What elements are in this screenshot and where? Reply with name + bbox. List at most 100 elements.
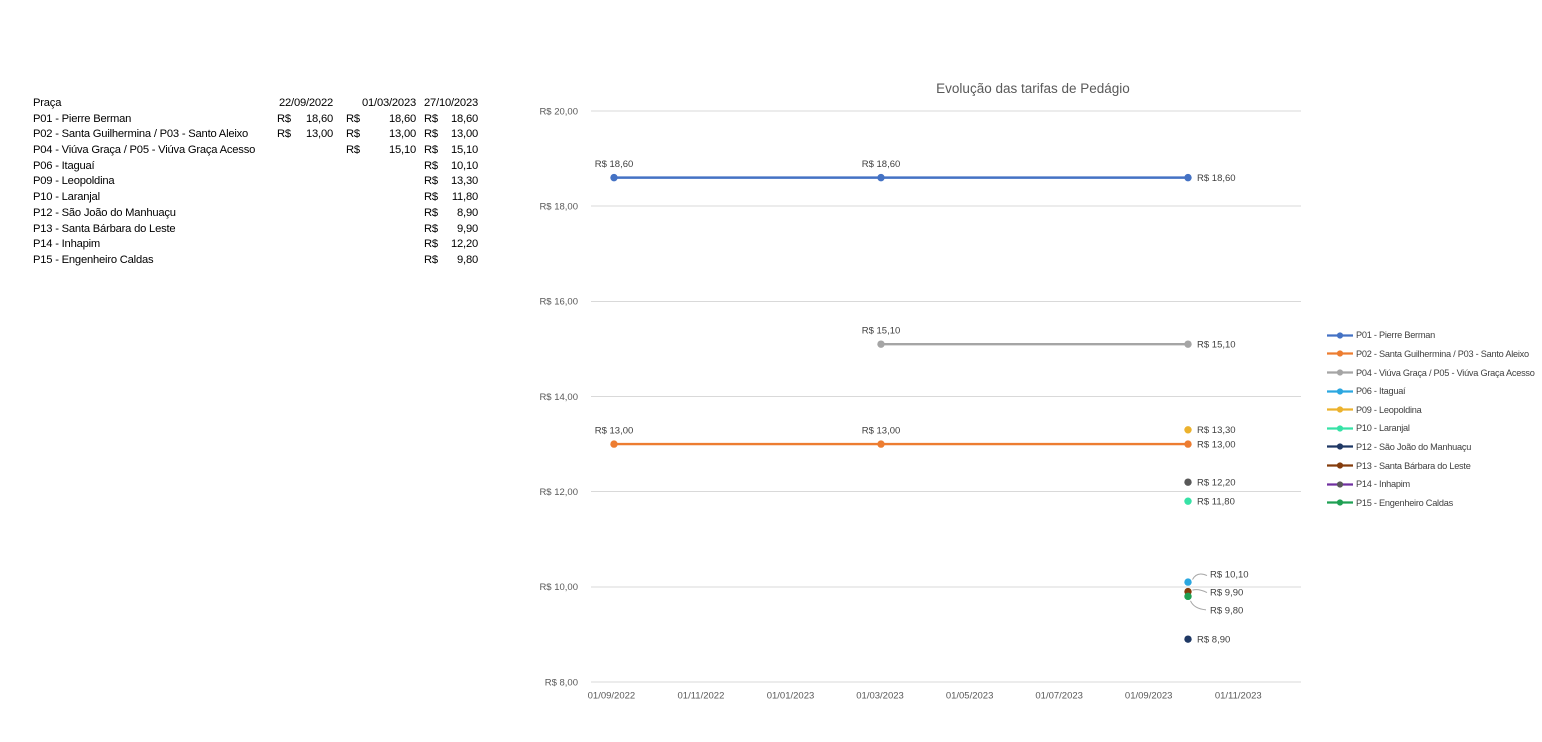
date-column-header[interactable]: 01/03/2023 xyxy=(362,97,416,109)
data-point-marker[interactable] xyxy=(1184,340,1192,348)
legend-item[interactable]: P12 - São João do Manhuaçu xyxy=(1327,438,1535,457)
y-axis-labels: R$ 20,00 R$ 18,00 R$ 16,00 R$ 14,00 R$ 12,00… xyxy=(539,106,578,688)
currency-symbol: R$ xyxy=(424,238,438,251)
legend-item-label: P09 - Leopoldina xyxy=(1356,404,1422,415)
tariff-value-cell[interactable]: 18,60 xyxy=(451,112,478,125)
data-point-marker[interactable] xyxy=(877,440,885,448)
legend-item-label: P15 - Engenheiro Caldas xyxy=(1356,497,1453,508)
currency-symbol: R$ xyxy=(424,191,438,204)
data-point-marker[interactable] xyxy=(1184,173,1192,182)
legend-item[interactable]: P10 - Laranjal xyxy=(1327,419,1535,438)
data-label[interactable]: R$ 15,10 xyxy=(862,326,901,337)
legend-item[interactable]: P04 - Viúva Graça / P05 - Viúva Graça Ac… xyxy=(1327,363,1535,382)
data-label[interactable]: R$ 9,90 xyxy=(1210,588,1243,599)
tariff-value-cell[interactable]: 11,80 xyxy=(451,191,478,204)
legend-marker-icon xyxy=(1327,499,1353,506)
tariff-value-cell[interactable]: 15,10 xyxy=(389,144,416,157)
date-column-header[interactable]: 22/09/2022 xyxy=(279,97,333,109)
data-label[interactable]: R$ 10,10 xyxy=(1210,570,1249,581)
legend-item[interactable]: P13 - Santa Bárbara do Leste xyxy=(1327,456,1535,475)
series-P02[interactable]: R$ 13,00 R$ 13,00 R$ 13,00 xyxy=(595,426,1236,451)
currency-symbol: R$ xyxy=(424,222,438,235)
tariff-value-cell[interactable]: 9,80 xyxy=(457,253,478,266)
data-label[interactable]: R$ 8,90 xyxy=(1197,635,1230,646)
tariff-value-cell[interactable]: 18,60 xyxy=(306,112,333,125)
tariff-value-cell[interactable]: 8,90 xyxy=(457,206,478,219)
data-label[interactable]: R$ 18,60 xyxy=(595,159,634,170)
tariff-table: Praça 22/09/2022 01/03/2023 27/10/2023 P01 -… xyxy=(33,96,493,269)
x-axis-labels: 01/09/2022 01/11/2022 01/01/2023 01/03/2023… xyxy=(588,691,1262,702)
data-label[interactable]: R$ 18,60 xyxy=(1197,173,1236,184)
praca-name-cell[interactable]: P10 - Laranjal xyxy=(33,191,100,204)
data-point-marker[interactable] xyxy=(610,440,618,448)
data-point-marker[interactable] xyxy=(1184,478,1192,486)
data-label[interactable]: R$ 18,60 xyxy=(862,159,901,170)
praca-name-cell[interactable]: P14 - Inhapim xyxy=(33,238,101,251)
table-row: P13 - Santa Bárbara do Leste R$ 9,90 xyxy=(33,222,493,238)
data-point-marker[interactable] xyxy=(1184,440,1192,448)
legend-marker-icon xyxy=(1327,462,1353,469)
data-point-marker[interactable] xyxy=(1184,497,1192,505)
legend-item-label: P12 - São João do Manhuaçu xyxy=(1356,441,1472,452)
tariff-value-cell[interactable]: 9,90 xyxy=(457,222,478,235)
series-P01[interactable]: R$ 18,60 R$ 18,60 R$ 18,60 xyxy=(595,159,1236,184)
praca-name-cell[interactable]: P01 - Pierre Berman xyxy=(33,112,132,125)
tariff-value-cell[interactable]: 13,30 xyxy=(451,175,478,188)
legend-item[interactable]: P01 - Pierre Berman xyxy=(1327,326,1535,345)
data-label[interactable]: R$ 13,00 xyxy=(595,426,634,437)
tariff-value-cell[interactable]: 18,60 xyxy=(389,112,416,125)
praca-name-cell[interactable]: P02 - Santa Guilhermina / P03 - Santo Al… xyxy=(33,128,249,141)
legend-item[interactable]: P14 - Inhapim xyxy=(1327,475,1535,494)
series-P14[interactable]: R$ 12,20 xyxy=(1184,478,1236,489)
data-point-marker[interactable] xyxy=(877,340,885,348)
tariff-value-cell[interactable]: 13,00 xyxy=(306,128,333,141)
praca-name-cell[interactable]: P06 - Itaguaí xyxy=(33,159,95,172)
legend-item-label: P02 - Santa Guilhermina / P03 - Santo Al… xyxy=(1356,348,1529,359)
legend-item[interactable]: P02 - Santa Guilhermina / P03 - Santo Al… xyxy=(1327,345,1535,364)
data-label[interactable]: R$ 15,10 xyxy=(1197,340,1236,351)
data-point-marker[interactable] xyxy=(877,173,885,182)
legend-item[interactable]: P09 - Leopoldina xyxy=(1327,400,1535,419)
praca-name-cell[interactable]: P13 - Santa Bárbara do Leste xyxy=(33,222,176,235)
series-P04[interactable]: R$ 15,10 R$ 15,10 xyxy=(862,326,1236,351)
series-P12[interactable]: R$ 8,90 xyxy=(1184,635,1230,646)
series-P10[interactable]: R$ 11,80 xyxy=(1184,497,1235,508)
data-label[interactable]: R$ 13,00 xyxy=(862,426,901,437)
table-row: P02 - Santa Guilhermina / P03 - Santo Al… xyxy=(33,127,493,143)
series-P06[interactable]: R$ 10,10 xyxy=(1184,570,1249,586)
currency-symbol: R$ xyxy=(424,112,438,125)
chart-title[interactable]: Evolução das tarifas de Pedágio xyxy=(936,81,1130,96)
data-label[interactable]: R$ 13,00 xyxy=(1197,439,1236,450)
data-label[interactable]: R$ 13,30 xyxy=(1197,425,1236,436)
data-label[interactable]: R$ 12,20 xyxy=(1197,478,1236,489)
legend-item[interactable]: P15 - Engenheiro Caldas xyxy=(1327,493,1535,512)
tariff-value-cell[interactable]: 13,00 xyxy=(389,128,416,141)
praca-name-cell[interactable]: P15 - Engenheiro Caldas xyxy=(33,253,154,266)
data-point-marker[interactable] xyxy=(1184,426,1192,434)
tariff-value-cell[interactable]: 13,00 xyxy=(451,128,478,141)
x-axis-tick-label: 01/03/2023 xyxy=(856,691,904,702)
y-axis-tick-label: R$ 12,00 xyxy=(539,487,578,498)
data-point-marker[interactable] xyxy=(1184,592,1192,601)
praca-name-cell[interactable]: P09 - Leopoldina xyxy=(33,175,115,188)
series-P13[interactable]: R$ 9,90 xyxy=(1184,588,1243,599)
tariff-value-cell[interactable]: 10,10 xyxy=(451,159,478,172)
label-leader-line xyxy=(1190,600,1207,611)
series-P09[interactable]: R$ 13,30 xyxy=(1184,425,1236,436)
date-column-header[interactable]: 27/10/2023 xyxy=(424,97,478,109)
series-P15[interactable]: R$ 9,80 xyxy=(1184,592,1243,617)
praca-column-header[interactable]: Praça xyxy=(33,97,62,109)
data-point-marker[interactable] xyxy=(610,173,618,182)
tariff-value-cell[interactable]: 15,10 xyxy=(451,144,478,157)
data-label[interactable]: R$ 11,80 xyxy=(1197,497,1235,508)
tariff-value-cell[interactable]: 12,20 xyxy=(451,238,478,251)
data-point-marker[interactable] xyxy=(1184,578,1192,586)
praca-name-cell[interactable]: P04 - Viúva Graça / P05 - Viúva Graça Ac… xyxy=(33,144,256,157)
legend-item[interactable]: P06 - Itaguaí xyxy=(1327,382,1535,401)
currency-symbol: R$ xyxy=(424,206,438,219)
praca-name-cell[interactable]: P12 - São João do Manhuaçu xyxy=(33,206,176,219)
data-label[interactable]: R$ 9,80 xyxy=(1210,605,1243,616)
y-axis-tick-label: R$ 18,00 xyxy=(539,202,578,213)
data-point-marker[interactable] xyxy=(1184,635,1192,643)
